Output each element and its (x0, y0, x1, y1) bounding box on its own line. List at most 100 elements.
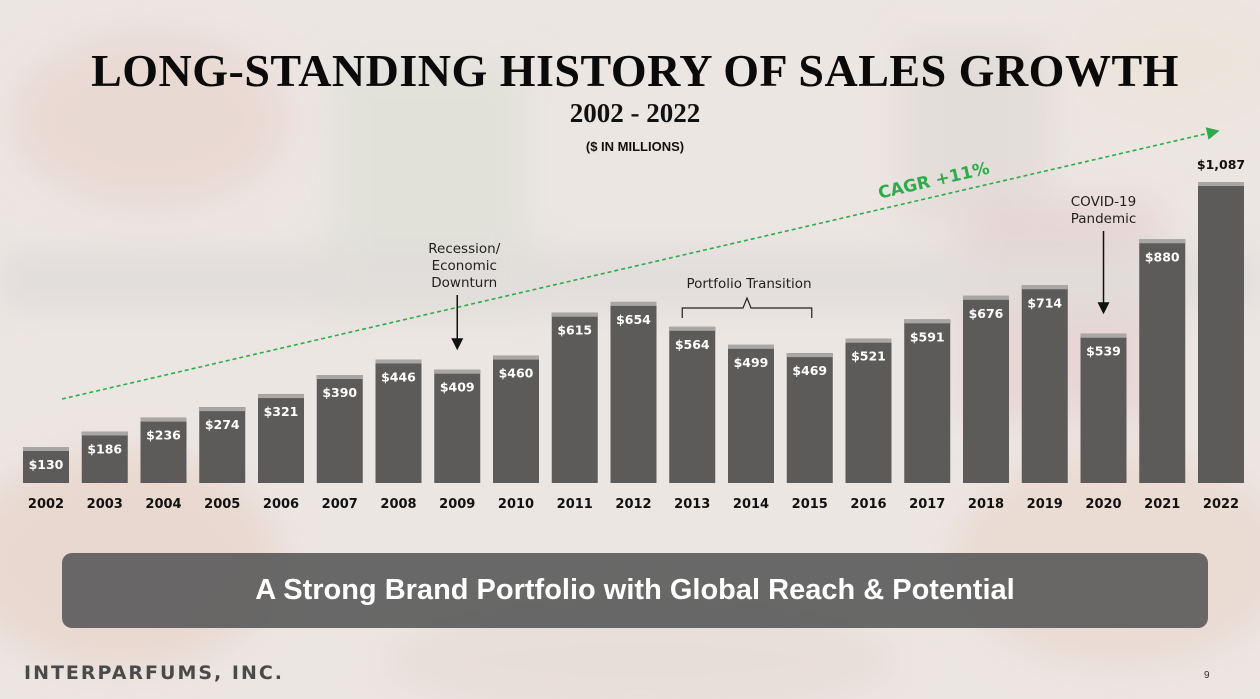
bar-top-2013 (669, 326, 716, 331)
tagline-banner: A Strong Brand Portfolio with Global Rea… (62, 553, 1208, 628)
data-label-2009: $409 (440, 380, 475, 395)
recession-annotation-line: Recession/ (428, 241, 500, 257)
tagline-text: A Strong Brand Portfolio with Global Rea… (255, 574, 1015, 606)
bar-2006 (258, 394, 304, 483)
x-tick-2015: 2015 (792, 497, 828, 512)
x-tick-2003: 2003 (87, 497, 123, 512)
data-label-2011: $615 (557, 323, 592, 338)
bar-top-2018 (963, 295, 1009, 300)
portfolio-annotation: Portfolio Transition (686, 276, 811, 292)
data-label-2007: $390 (322, 385, 357, 400)
page-number: 9 (1204, 670, 1210, 681)
bar-2011 (551, 312, 598, 483)
bar-2016 (845, 338, 892, 483)
data-label-2012: $654 (616, 312, 651, 327)
x-tick-2021: 2021 (1144, 497, 1180, 512)
bar-top-2011 (551, 312, 598, 317)
company-logo: INTERPARFUMS, INC. (24, 662, 285, 684)
bar-2017 (904, 319, 951, 483)
bar-top-2010 (493, 355, 539, 360)
x-tick-2010: 2010 (498, 497, 534, 512)
bar-2012 (610, 301, 657, 483)
cagr-label: CAGR +11% (876, 159, 991, 204)
data-label-2013: $564 (675, 337, 710, 352)
bar-top-2006 (258, 394, 304, 399)
x-tick-2002: 2002 (28, 497, 64, 512)
data-label-2020: $539 (1086, 344, 1121, 359)
data-label-2002: $130 (29, 457, 64, 472)
bar-top-2003 (81, 431, 128, 436)
x-tick-2017: 2017 (909, 497, 945, 512)
bar-top-2016 (845, 338, 892, 343)
sales-bar-chart: CAGR +11% $130 2002 $186 2003 $236 2004 $274 200… (23, 127, 1245, 512)
x-tick-2022: 2022 (1203, 497, 1239, 512)
data-label-2021: $880 (1145, 249, 1180, 264)
bar-top-2014 (728, 344, 774, 349)
bar-top-2022 (1198, 182, 1244, 186)
bar-top-2021 (1139, 239, 1186, 244)
data-label-2014: $499 (734, 355, 769, 370)
bar-2018 (963, 295, 1009, 483)
bar-2003 (81, 431, 128, 483)
bar-top-2017 (904, 319, 951, 324)
data-label-2016: $521 (851, 349, 886, 364)
bar-2020 (1080, 333, 1127, 483)
x-tick-2005: 2005 (204, 497, 240, 512)
bar-2021 (1139, 239, 1186, 483)
bar-top-2007 (316, 375, 363, 380)
x-tick-2018: 2018 (968, 497, 1004, 512)
bar-top-2020 (1080, 333, 1127, 338)
x-tick-2014: 2014 (733, 497, 769, 512)
bar-top-2005 (199, 407, 246, 412)
data-label-2005: $274 (205, 417, 240, 432)
bar-2007 (316, 375, 363, 483)
data-label-2010: $460 (499, 366, 534, 381)
x-tick-2019: 2019 (1027, 497, 1063, 512)
cagr-trend-line (61, 127, 1220, 400)
page-subtitle: 2002 - 2022 (569, 98, 701, 128)
portfolio-bracket (681, 296, 813, 318)
bar-top-2019 (1021, 285, 1068, 290)
bar-2013 (669, 326, 716, 483)
bar-2009 (434, 369, 481, 483)
bar-2002 (23, 447, 69, 483)
page-title: LONG-STANDING HISTORY OF SALES GROWTH (91, 45, 1179, 96)
recession-annotation-line: Economic (432, 258, 497, 274)
bar-top-2002 (23, 447, 69, 452)
covid-annotation-line: Pandemic (1071, 211, 1137, 227)
data-label-2004: $236 (146, 428, 181, 443)
bar-2005 (199, 407, 246, 483)
bar-2015 (786, 353, 833, 483)
data-label-2015: $469 (792, 363, 827, 378)
bar-2010 (493, 355, 539, 483)
bar-top-2009 (434, 369, 481, 374)
data-label-2022: $1,087 (1197, 157, 1245, 172)
x-tick-2006: 2006 (263, 497, 299, 512)
bar-top-2012 (610, 301, 657, 306)
data-label-2006: $321 (264, 404, 299, 419)
covid-annotation-line: COVID-19 (1071, 194, 1136, 210)
bar-2004 (140, 417, 187, 483)
bar-top-2008 (375, 359, 422, 364)
data-label-2019: $714 (1027, 295, 1062, 310)
x-tick-2013: 2013 (674, 497, 710, 512)
data-label-2003: $186 (87, 441, 122, 456)
recession-annotation-line: Downturn (431, 275, 497, 291)
bar-2008 (375, 359, 422, 483)
x-tick-2020: 2020 (1085, 497, 1121, 512)
bar-top-2004 (140, 417, 187, 422)
x-tick-2009: 2009 (439, 497, 475, 512)
x-tick-2004: 2004 (145, 497, 181, 512)
bar-2019 (1021, 285, 1068, 483)
units-label: ($ IN MILLIONS) (585, 139, 685, 154)
data-label-2017: $591 (910, 329, 945, 344)
x-tick-2016: 2016 (850, 497, 886, 512)
x-tick-2011: 2011 (557, 497, 593, 512)
bar-2022 (1198, 182, 1244, 483)
bar-top-2015 (786, 353, 833, 358)
x-tick-2008: 2008 (380, 497, 416, 512)
data-label-2008: $446 (381, 369, 416, 384)
x-tick-2012: 2012 (615, 497, 651, 512)
bar-2014 (728, 344, 774, 483)
data-label-2018: $676 (969, 306, 1004, 321)
